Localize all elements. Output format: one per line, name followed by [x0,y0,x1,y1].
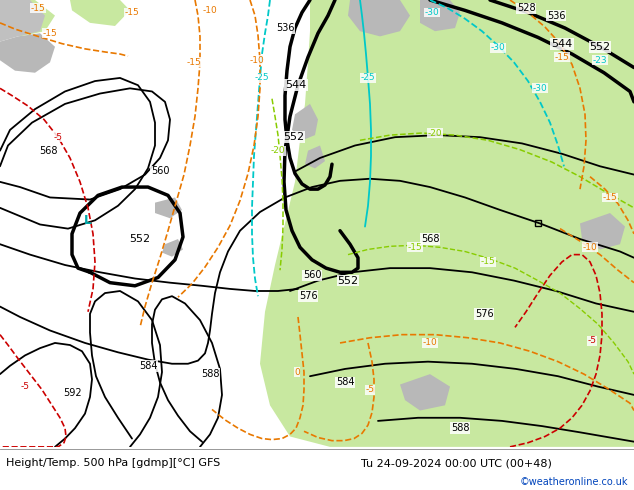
Text: 536: 536 [276,23,294,33]
Polygon shape [420,0,460,31]
Text: -15: -15 [603,193,618,202]
Polygon shape [305,146,325,169]
Text: 584: 584 [139,361,157,371]
Text: ©weatheronline.co.uk: ©weatheronline.co.uk [519,477,628,487]
Text: -15: -15 [408,243,422,252]
Polygon shape [400,374,450,411]
Text: -30: -30 [533,84,547,93]
Text: -15: -15 [30,4,46,13]
Text: Tu 24-09-2024 00:00 UTC (00+48): Tu 24-09-2024 00:00 UTC (00+48) [361,458,552,468]
Polygon shape [292,104,318,140]
Text: -10: -10 [583,243,597,252]
Text: 528: 528 [517,3,535,13]
Text: 592: 592 [63,388,81,398]
Text: 544: 544 [552,39,573,49]
Text: 544: 544 [285,80,307,90]
Text: 552: 552 [283,132,304,142]
Polygon shape [348,0,410,36]
Text: -15: -15 [42,29,57,38]
Text: -10: -10 [423,339,437,347]
Text: 552: 552 [129,234,150,244]
Text: 584: 584 [336,377,354,388]
Text: -15: -15 [481,257,495,267]
Text: -10: -10 [250,56,264,65]
Text: Height/Temp. 500 hPa [gdmp][°C] GFS: Height/Temp. 500 hPa [gdmp][°C] GFS [6,458,221,468]
Text: -23: -23 [593,56,607,65]
Polygon shape [155,197,182,218]
Text: 576: 576 [299,291,317,301]
Text: -15: -15 [555,52,569,62]
Text: 568: 568 [39,146,57,156]
Text: 588: 588 [451,423,469,433]
Polygon shape [0,0,45,42]
Text: 560: 560 [151,167,169,176]
Text: -5: -5 [53,133,63,142]
Polygon shape [162,239,183,257]
Text: L: L [84,214,92,227]
Text: 560: 560 [303,270,321,280]
Text: 552: 552 [337,275,359,286]
Text: -15: -15 [186,58,202,67]
Text: -25: -25 [361,74,375,82]
Text: 576: 576 [475,309,493,319]
Text: -20: -20 [271,146,285,155]
Text: -15: -15 [125,8,139,17]
Text: -30: -30 [491,43,505,52]
Text: -20: -20 [428,128,443,138]
Polygon shape [0,33,55,73]
Text: 552: 552 [590,42,611,52]
Text: 568: 568 [421,234,439,244]
Text: -10: -10 [203,6,217,15]
Text: 588: 588 [201,369,219,379]
Polygon shape [260,0,634,447]
Text: -5: -5 [20,382,30,391]
Polygon shape [580,213,625,249]
Text: 0: 0 [294,368,300,376]
Polygon shape [70,0,130,26]
Text: -25: -25 [255,74,269,82]
Text: -5: -5 [588,336,597,345]
Text: -5: -5 [365,385,375,394]
Text: -30: -30 [425,8,439,17]
Polygon shape [0,0,55,36]
Text: 536: 536 [547,11,566,21]
